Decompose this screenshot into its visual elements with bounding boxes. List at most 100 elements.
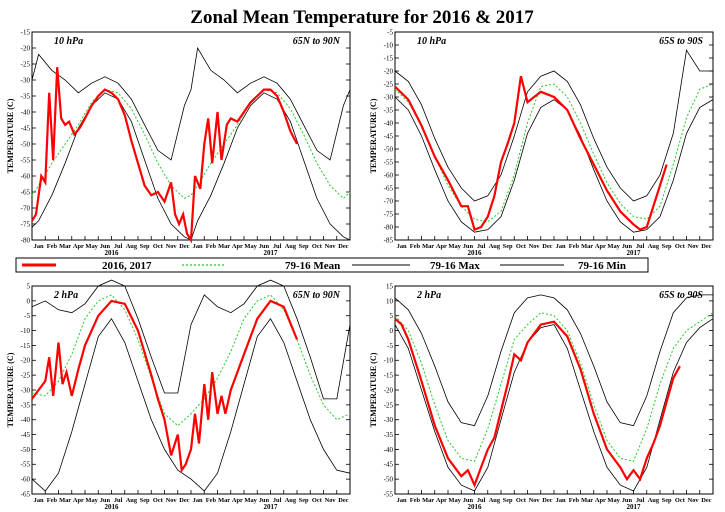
y-tick-label: -50: [21, 140, 31, 148]
y-tick-label: 0: [390, 327, 394, 335]
x-tick-label: Dec: [338, 497, 348, 504]
x-tick-label: Dec: [179, 497, 189, 504]
x-tick-label: Oct: [516, 497, 527, 504]
x-tick-label: Apr: [232, 497, 243, 504]
series-line-mean: [31, 294, 351, 427]
y-tick-label: -50: [384, 476, 394, 484]
y-tick-label: 15: [386, 282, 394, 290]
x-tick-label: Oct: [153, 497, 164, 504]
y-tick-label: -85: [384, 236, 394, 244]
y-tick-label: -75: [21, 220, 31, 228]
y-tick-label: -20: [21, 357, 31, 365]
series-line-max: [31, 279, 351, 400]
y-tick-label: -25: [384, 401, 394, 409]
plot-frame: [394, 285, 714, 495]
x-tick-label: May: [607, 497, 620, 504]
x-tick-label: Jul: [114, 497, 123, 504]
year-label: 2017: [627, 249, 642, 257]
legend-label-mean: 79-16 Mean: [285, 260, 340, 272]
x-tick-label: May: [448, 497, 461, 504]
pressure-label: 2 hPa: [416, 290, 441, 301]
y-tick-label: -65: [384, 184, 394, 192]
legend-box: [15, 257, 649, 273]
y-tick-label: -30: [21, 76, 31, 84]
series-line-observed: [31, 299, 299, 474]
x-tick-label: Dec: [701, 243, 711, 250]
series-line-max: [31, 46, 351, 161]
x-tick-label: Jun: [463, 497, 474, 504]
legend-item-min: 79-16 Min: [500, 260, 626, 272]
x-tick-label: Apr: [595, 497, 606, 504]
y-tick-label: -35: [21, 92, 31, 100]
x-tick-label: Jul: [636, 243, 645, 250]
x-tick-label: Aug: [648, 243, 660, 250]
series-line-min: [31, 317, 351, 492]
x-tick-label: Nov: [166, 497, 178, 504]
y-tick-label: -45: [21, 431, 31, 439]
x-tick-label: Mar: [581, 497, 593, 504]
y-tick-label: -25: [21, 372, 31, 380]
y-tick-label: 10: [386, 297, 394, 305]
x-tick-label: Dec: [542, 243, 552, 250]
legend-item-observed: 2016, 2017: [22, 260, 152, 272]
x-tick-label: Apr: [232, 243, 243, 250]
x-tick-label: Apr: [595, 243, 606, 250]
y-tick-label: -55: [384, 158, 394, 166]
x-tick-label: Dec: [542, 497, 552, 504]
x-tick-label: Sep: [140, 497, 150, 504]
y-tick-label: -10: [21, 327, 31, 335]
year-label: 2016: [468, 503, 483, 511]
x-tick-label: May: [85, 243, 98, 250]
x-tick-label: Jan: [397, 497, 407, 504]
region-label: 65N to 90N: [293, 36, 341, 47]
x-tick-label: Mar: [422, 497, 434, 504]
x-tick-label: Apr: [436, 243, 447, 250]
y-tick-label: -5: [387, 342, 393, 350]
year-label: 2016: [105, 503, 120, 511]
pressure-label: 10 hPa: [417, 36, 446, 47]
x-tick-label: Jun: [622, 497, 633, 504]
region-label: 65N to 90N: [293, 290, 341, 301]
x-tick-label: Mar: [59, 243, 71, 250]
year-label: 2017: [264, 249, 279, 257]
y-tick-label: -45: [384, 132, 394, 140]
y-tick-label: -20: [384, 386, 394, 394]
series-line-observed: [31, 67, 298, 244]
series-line-mean: [394, 83, 714, 223]
x-tick-label: May: [607, 243, 620, 250]
x-tick-label: Jun: [463, 243, 474, 250]
x-tick-label: Aug: [489, 243, 501, 250]
x-tick-label: Jul: [273, 243, 282, 250]
x-tick-label: Aug: [285, 497, 297, 504]
y-tick-label: -30: [384, 416, 394, 424]
x-tick-label: Jul: [477, 243, 486, 250]
y-tick-label: -55: [21, 156, 31, 164]
y-tick-label: 5: [27, 282, 31, 290]
legend-label-min: 79-16 Min: [578, 260, 626, 272]
x-tick-label: Feb: [410, 497, 421, 504]
x-tick-label: Nov: [688, 497, 700, 504]
x-tick-label: Sep: [662, 497, 672, 504]
y-tick-label: -40: [21, 416, 31, 424]
y-tick-label: -15: [21, 28, 31, 36]
y-tick-label: -60: [384, 171, 394, 179]
legend-item-mean: 79-16 Mean: [182, 260, 340, 272]
y-tick-label: -35: [384, 431, 394, 439]
x-tick-label: Nov: [688, 243, 700, 250]
x-tick-label: Jul: [273, 497, 282, 504]
x-tick-label: Aug: [126, 497, 138, 504]
plot-frame: [394, 31, 714, 241]
y-tick-label: -5: [24, 312, 30, 320]
x-tick-label: Dec: [701, 497, 711, 504]
x-tick-label: Jan: [556, 243, 566, 250]
y-tick-label: -30: [21, 386, 31, 394]
y-tick-label: -30: [384, 93, 394, 101]
x-tick-label: Nov: [529, 497, 541, 504]
x-tick-label: Sep: [662, 243, 672, 250]
legend-label-max: 79-16 Max: [430, 260, 480, 272]
x-tick-label: Apr: [73, 243, 84, 250]
legend-item-max: 79-16 Max: [352, 260, 480, 272]
x-tick-label: Jan: [556, 497, 566, 504]
y-tick-label: -35: [384, 106, 394, 114]
y-tick-label: -60: [21, 476, 31, 484]
